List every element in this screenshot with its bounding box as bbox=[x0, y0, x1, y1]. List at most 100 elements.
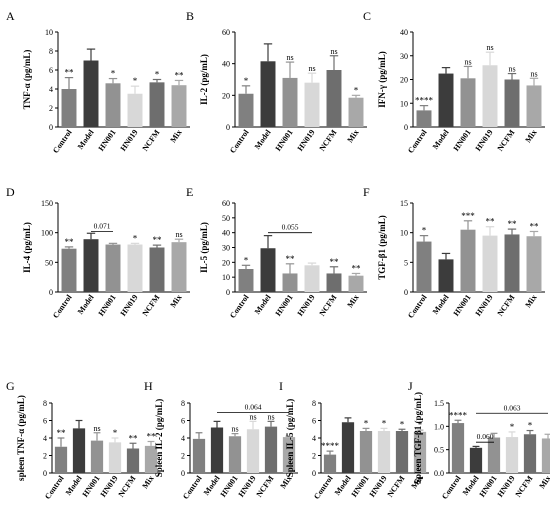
bar-mix bbox=[171, 85, 187, 127]
bar-control bbox=[192, 438, 206, 473]
significance-label: * bbox=[111, 69, 116, 79]
x-tick-label: HN001 bbox=[81, 474, 102, 499]
bar-hn019 bbox=[127, 244, 143, 292]
bar-hn001 bbox=[105, 83, 121, 127]
y-axis-title: IL-5 (pg/mL) bbox=[199, 222, 209, 273]
bar-hn019 bbox=[482, 235, 498, 292]
chart-panel-f: F 0 5 10 15 TGF-β1 (pg/mL) * Control Model *** HN0… bbox=[363, 185, 545, 320]
y-tick-label: 6 bbox=[181, 417, 185, 426]
y-axis-title: TNF-α (pg/mL) bbox=[22, 50, 32, 110]
x-tick-label: HN001 bbox=[478, 474, 499, 499]
significance-label: ** bbox=[129, 433, 139, 443]
y-axis-title: spleen TNF-α (pg/mL) bbox=[16, 395, 26, 481]
x-tick-label: Control bbox=[51, 127, 74, 155]
significance-label: **** bbox=[321, 441, 340, 451]
bracket-p-value: 0.064 bbox=[245, 403, 262, 412]
bar-model bbox=[469, 447, 483, 473]
bar-hn019 bbox=[304, 265, 320, 292]
bar-ncfm bbox=[523, 434, 537, 473]
y-tick-label: 100 bbox=[41, 229, 53, 238]
y-tick-label: 8 bbox=[181, 399, 185, 408]
bar-control bbox=[61, 89, 77, 127]
panel-label: I bbox=[279, 379, 283, 393]
bar-control bbox=[451, 423, 465, 473]
bar-hn001 bbox=[460, 78, 476, 127]
bar-control bbox=[54, 446, 68, 473]
y-tick-label: 20 bbox=[400, 76, 408, 85]
panel-label: J bbox=[408, 379, 413, 393]
panel-label: A bbox=[6, 9, 15, 23]
bar-mix bbox=[526, 85, 542, 127]
bar-mix bbox=[348, 275, 364, 292]
y-tick-label: 2 bbox=[312, 452, 316, 461]
y-tick-label: 20 bbox=[222, 258, 230, 267]
y-axis-title: Spleen IL-5 (pg/mL) bbox=[285, 399, 295, 478]
chart-panel-e: E 0 10 20 30 40 50 60 IL-5 (pg/mL) * Control Model *… bbox=[186, 185, 367, 320]
significance-label: * bbox=[155, 70, 160, 80]
significance-label: ** bbox=[352, 263, 362, 273]
significance-label: ns bbox=[175, 230, 182, 239]
bracket-p-value: 0.063 bbox=[504, 403, 521, 412]
chart-panel-b: B 0 20 40 60 IL-2 (pg/mL) * Control Model ns HN001… bbox=[186, 9, 367, 155]
x-tick-label: Model bbox=[76, 292, 96, 316]
significance-label: ** bbox=[65, 237, 75, 247]
x-tick-label: HN019 bbox=[99, 474, 120, 499]
bar-model bbox=[260, 61, 276, 127]
significance-label: ** bbox=[486, 217, 496, 227]
x-tick-label: HN019 bbox=[474, 293, 495, 318]
y-tick-label: 0 bbox=[49, 288, 53, 297]
bar-hn001 bbox=[282, 77, 298, 127]
y-tick-label: 0 bbox=[226, 123, 230, 132]
significance-label: ** bbox=[508, 219, 518, 229]
bar-control bbox=[238, 269, 254, 292]
y-tick-label: 1.5 bbox=[434, 399, 444, 408]
y-tick-label: 0 bbox=[312, 469, 316, 478]
x-tick-label: HN001 bbox=[452, 293, 473, 318]
y-tick-label: 0.0 bbox=[434, 469, 444, 478]
bar-mix bbox=[541, 438, 550, 473]
significance-label: **** bbox=[415, 96, 434, 106]
x-tick-label: NCFM bbox=[496, 128, 517, 153]
x-tick-label: Mix bbox=[168, 128, 183, 144]
y-tick-label: 4 bbox=[312, 434, 316, 443]
bar-ncfm bbox=[126, 448, 140, 473]
bar-ncfm bbox=[504, 234, 520, 292]
y-tick-label: 40 bbox=[400, 28, 408, 37]
y-tick-label: 30 bbox=[222, 244, 230, 253]
x-tick-label: Control bbox=[406, 127, 429, 155]
panel-label: H bbox=[144, 379, 153, 393]
panel-label: C bbox=[363, 9, 371, 23]
y-tick-label: 2 bbox=[181, 452, 185, 461]
y-axis-title: Spleen TGF-β1 (pg/mL) bbox=[413, 392, 423, 484]
bracket-p-value: 0.055 bbox=[282, 223, 299, 232]
y-tick-label: 8 bbox=[43, 399, 47, 408]
bar-model bbox=[438, 259, 454, 292]
x-tick-label: HN019 bbox=[119, 128, 140, 153]
x-tick-label: HN019 bbox=[368, 474, 389, 499]
significance-label: * bbox=[244, 255, 249, 265]
x-tick-label: NCFM bbox=[386, 474, 407, 499]
bar-hn001 bbox=[460, 229, 476, 292]
x-tick-label: HN019 bbox=[119, 293, 140, 318]
bar-hn019 bbox=[108, 442, 122, 473]
y-tick-label: 15 bbox=[400, 199, 408, 208]
significance-label: ns bbox=[93, 424, 100, 433]
y-axis-title: Spleen IL-2 (pg/mL) bbox=[154, 399, 164, 478]
bar-ncfm bbox=[395, 431, 409, 473]
y-tick-label: 0 bbox=[49, 123, 53, 132]
chart-panel-d: D 0 50 100 150 IL-4 (pg/mL) ** Control Model HN00… bbox=[6, 185, 190, 320]
x-tick-label: Model bbox=[253, 127, 273, 151]
significance-label: * bbox=[244, 76, 249, 86]
y-tick-label: 0 bbox=[181, 469, 185, 478]
significance-label: ns bbox=[486, 43, 493, 52]
y-tick-label: 0 bbox=[226, 288, 230, 297]
bar-hn001 bbox=[487, 437, 501, 473]
y-tick-label: 8 bbox=[312, 399, 316, 408]
x-tick-label: NCFM bbox=[255, 474, 276, 499]
significance-label: ns bbox=[286, 53, 293, 62]
x-tick-label: Mix bbox=[523, 128, 538, 144]
bar-hn001 bbox=[228, 436, 242, 473]
x-tick-label: Mix bbox=[345, 293, 360, 309]
